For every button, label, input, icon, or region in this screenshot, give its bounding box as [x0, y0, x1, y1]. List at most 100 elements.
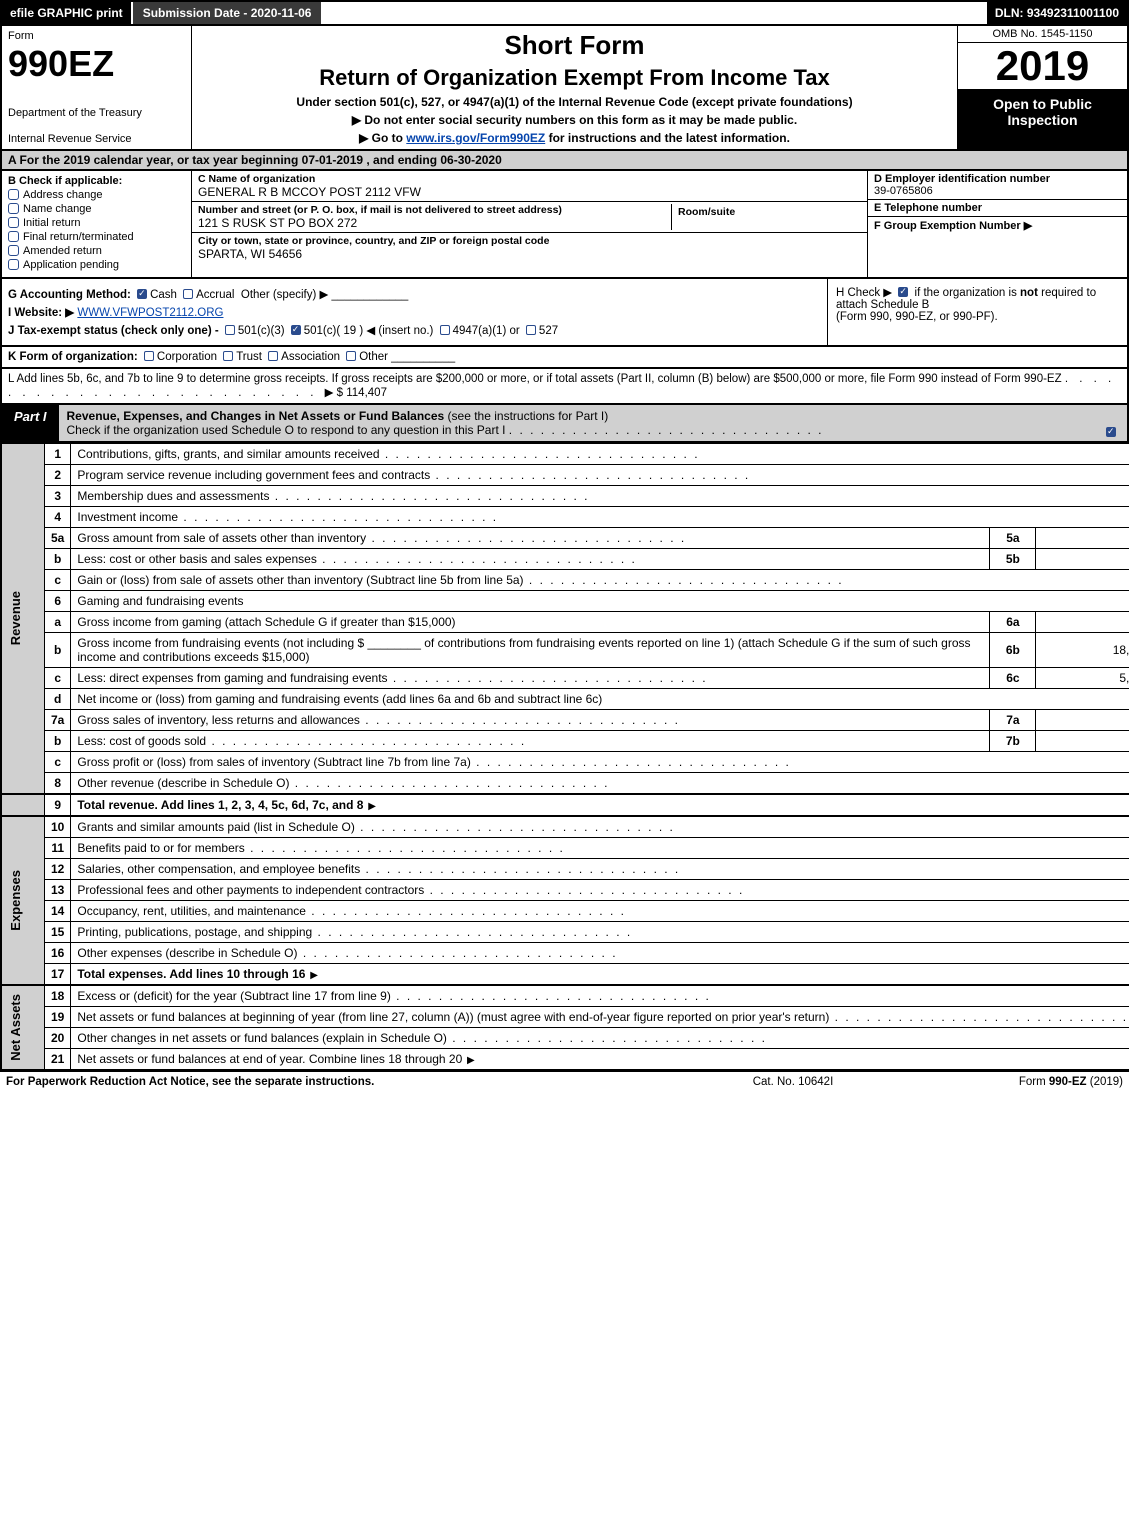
row-i-website: I Website: ▶ WWW.VFWPOST2112.ORG	[8, 305, 821, 319]
chk-address-change[interactable]: Address change	[8, 189, 185, 201]
l-text: L Add lines 5b, 6c, and 7b to line 9 to …	[8, 373, 1121, 399]
column-d-e-f: D Employer identification number 39-0765…	[867, 171, 1127, 277]
efile-print-button[interactable]: efile GRAPHIC print	[2, 2, 133, 24]
ein-cell: D Employer identification number 39-0765…	[868, 171, 1127, 200]
line-6a: a Gross income from gaming (attach Sched…	[1, 612, 1129, 633]
ln: d	[45, 689, 71, 710]
h-text2: if the organization is	[915, 287, 1020, 299]
dept-irs: Internal Revenue Service	[8, 133, 185, 145]
line-15: 15 Printing, publications, postage, and …	[1, 922, 1129, 943]
irs-link[interactable]: www.irs.gov/Form990EZ	[406, 131, 545, 145]
form-subtitle-2: ▶ Do not enter social security numbers o…	[200, 113, 949, 127]
header-middle: Short Form Return of Organization Exempt…	[192, 26, 957, 149]
line-10: Expenses 10 Grants and similar amounts p…	[1, 816, 1129, 838]
part-1-title: Revenue, Expenses, and Changes in Net As…	[59, 405, 1095, 441]
desc: Total expenses. Add lines 10 through 16	[71, 964, 1129, 986]
line-5c: c Gain or (loss) from sale of assets oth…	[1, 570, 1129, 591]
line-19: 19 Net assets or fund balances at beginn…	[1, 1007, 1129, 1028]
line-5b: b Less: cost or other basis and sales ex…	[1, 549, 1129, 570]
ln: 9	[45, 794, 71, 816]
form-header: Form 990EZ Department of the Treasury In…	[0, 24, 1129, 151]
chk-other[interactable]	[346, 351, 356, 361]
room-suite-cell: Room/suite	[671, 204, 861, 230]
g-cash: Cash	[150, 289, 177, 301]
city-value: SPARTA, WI 54656	[198, 247, 861, 261]
column-b-checkboxes: B Check if applicable: Address change Na…	[2, 171, 192, 277]
chk-h[interactable]	[898, 287, 908, 297]
checkbox-icon	[8, 231, 19, 242]
chk-corporation[interactable]	[144, 351, 154, 361]
sub-ln: 7b	[990, 731, 1036, 752]
line-6c: c Less: direct expenses from gaming and …	[1, 668, 1129, 689]
catalog-number: Cat. No. 10642I	[663, 1076, 923, 1088]
part-1-title-note: (see the instructions for Part I)	[448, 409, 609, 423]
h-not: not	[1020, 287, 1038, 299]
desc: Gross sales of inventory, less returns a…	[71, 710, 990, 731]
ein-label: D Employer identification number	[874, 173, 1121, 185]
part-1-title-bold: Revenue, Expenses, and Changes in Net As…	[67, 409, 445, 423]
chk-501c3[interactable]	[225, 325, 235, 335]
line-3: 3 Membership dues and assessments 3 1,77…	[1, 486, 1129, 507]
g-label: G Accounting Method:	[8, 289, 131, 301]
form-footer-label: Form 990-EZ (2019)	[923, 1076, 1123, 1088]
chk-schedule-o[interactable]	[1106, 427, 1116, 437]
room-label: Room/suite	[678, 206, 855, 218]
desc: Other changes in net assets or fund bala…	[71, 1028, 1129, 1049]
website-link[interactable]: WWW.VFWPOST2112.ORG	[77, 307, 223, 319]
chk-application-pending[interactable]: Application pending	[8, 259, 185, 271]
row-a-tax-year: A For the 2019 calendar year, or tax yea…	[0, 151, 1129, 171]
ln: 11	[45, 838, 71, 859]
dept-treasury: Department of the Treasury	[8, 107, 185, 119]
org-address-cell: Number and street (or P. O. box, if mail…	[192, 202, 867, 233]
chk-final-return[interactable]: Final return/terminated	[8, 231, 185, 243]
chk-4947[interactable]	[440, 325, 450, 335]
part-1-tab: Part I	[2, 405, 59, 441]
chk-association[interactable]	[268, 351, 278, 361]
form-subtitle-1: Under section 501(c), 527, or 4947(a)(1)…	[200, 95, 949, 109]
mid-block-ghij: G Accounting Method: Cash Accrual Other …	[0, 279, 1129, 347]
desc: Gross profit or (loss) from sales of inv…	[71, 752, 1129, 773]
chk-name-change[interactable]: Name change	[8, 203, 185, 215]
line-2: 2 Program service revenue including gove…	[1, 465, 1129, 486]
ln: 16	[45, 943, 71, 964]
chk-accrual[interactable]	[183, 289, 193, 299]
desc: Printing, publications, postage, and shi…	[71, 922, 1129, 943]
chk-amended-return[interactable]: Amended return	[8, 245, 185, 257]
ln: 14	[45, 901, 71, 922]
i-label: I Website: ▶	[8, 307, 74, 319]
org-name-cell: C Name of organization GENERAL R B MCCOY…	[192, 171, 867, 202]
desc: Total revenue. Add lines 1, 2, 3, 4, 5c,…	[71, 794, 1129, 816]
group-exemption-cell: F Group Exemption Number ▶	[868, 217, 1127, 277]
line-7c: c Gross profit or (loss) from sales of i…	[1, 752, 1129, 773]
ln: 12	[45, 859, 71, 880]
side-net-assets: Net Assets	[1, 985, 45, 1070]
chk-527[interactable]	[526, 325, 536, 335]
chk-trust[interactable]	[223, 351, 233, 361]
ln: 13	[45, 880, 71, 901]
l-arrow: ▶	[325, 387, 334, 399]
j-4947: 4947(a)(1) or	[453, 325, 520, 337]
h-label: H Check ▶	[836, 287, 892, 299]
desc: Benefits paid to or for members	[71, 838, 1129, 859]
page-footer: For Paperwork Reduction Act Notice, see …	[0, 1071, 1129, 1092]
row-j-tax-exempt: J Tax-exempt status (check only one) - 5…	[8, 323, 821, 337]
chk-cash[interactable]	[137, 289, 147, 299]
sub-ln: 7a	[990, 710, 1036, 731]
open-to-public-inspection: Open to Public Inspection	[958, 90, 1127, 149]
checkbox-icon	[8, 203, 19, 214]
line-11: 11 Benefits paid to or for members 11 3,…	[1, 838, 1129, 859]
telephone-label: E Telephone number	[874, 202, 1121, 214]
sub-ln: 5a	[990, 528, 1036, 549]
l-amount: $ 114,407	[337, 387, 387, 399]
chk-initial-return[interactable]: Initial return	[8, 217, 185, 229]
chk-501c[interactable]	[291, 325, 301, 335]
sub-val	[1036, 731, 1129, 752]
column-c-org-info: C Name of organization GENERAL R B MCCOY…	[192, 171, 867, 277]
desc: Investment income	[71, 507, 1129, 528]
j-label: J Tax-exempt status (check only one) -	[8, 325, 219, 337]
form-word: Form	[8, 30, 185, 42]
desc: Grants and similar amounts paid (list in…	[71, 816, 1129, 838]
line-1: Revenue 1 Contributions, gifts, grants, …	[1, 444, 1129, 465]
ln: 8	[45, 773, 71, 795]
ln: 10	[45, 816, 71, 838]
